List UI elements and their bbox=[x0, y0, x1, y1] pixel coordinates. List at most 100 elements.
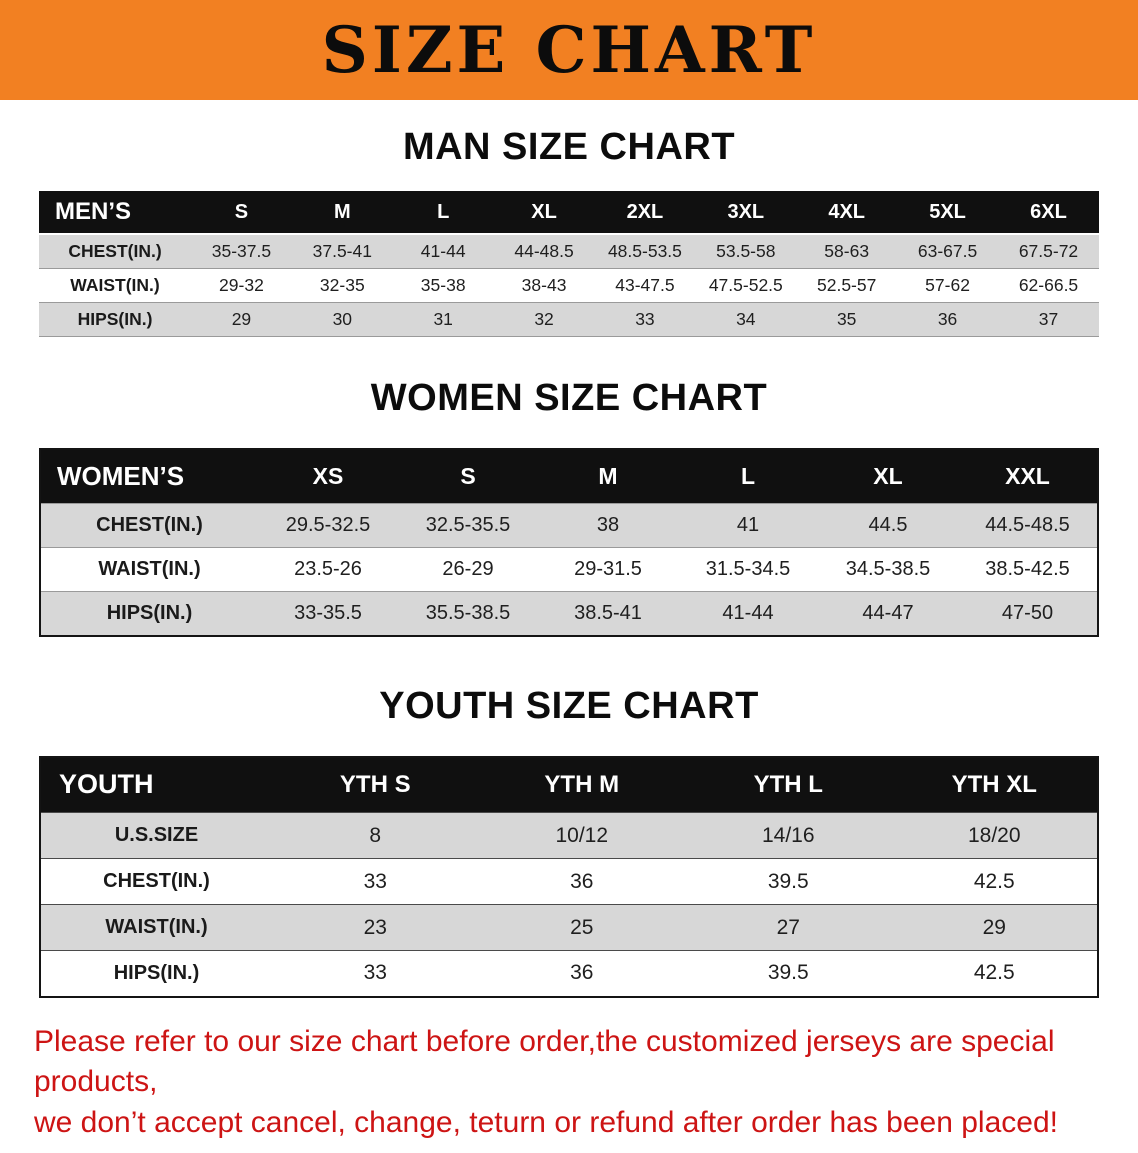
size-value-cell: 44-48.5 bbox=[494, 234, 595, 268]
size-value-cell: 41 bbox=[678, 504, 818, 548]
size-value-cell: 10/12 bbox=[479, 813, 686, 859]
size-value-cell: 42.5 bbox=[892, 859, 1099, 905]
size-column-header: YTH S bbox=[272, 757, 479, 813]
size-column-header: XL bbox=[494, 191, 595, 234]
size-value-cell: 58-63 bbox=[796, 234, 897, 268]
size-value-cell: 14/16 bbox=[685, 813, 892, 859]
size-column-header: 4XL bbox=[796, 191, 897, 234]
size-value-cell: 38.5-42.5 bbox=[958, 548, 1098, 592]
size-value-cell: 47-50 bbox=[958, 592, 1098, 636]
size-value-cell: 31 bbox=[393, 302, 494, 336]
size-value-cell: 32 bbox=[494, 302, 595, 336]
man-size-chart-title: MAN SIZE CHART bbox=[0, 126, 1138, 169]
size-value-cell: 36 bbox=[479, 859, 686, 905]
youth-size-chart-title: YOUTH SIZE CHART bbox=[0, 685, 1138, 728]
size-value-cell: 48.5-53.5 bbox=[595, 234, 696, 268]
row-label-cell: WAIST(IN.) bbox=[40, 905, 272, 951]
size-value-cell: 18/20 bbox=[892, 813, 1099, 859]
disclaimer-line-1: Please refer to our size chart before or… bbox=[34, 1022, 1114, 1103]
women-size-chart-title: WOMEN SIZE CHART bbox=[0, 377, 1138, 420]
table-title-cell: WOMEN’S bbox=[40, 449, 258, 504]
size-value-cell: 38 bbox=[538, 504, 678, 548]
size-value-cell: 33 bbox=[272, 951, 479, 997]
row-label-cell: WAIST(IN.) bbox=[40, 548, 258, 592]
row-label-cell: CHEST(IN.) bbox=[39, 234, 191, 268]
size-value-cell: 43-47.5 bbox=[595, 268, 696, 302]
size-value-cell: 23.5-26 bbox=[258, 548, 398, 592]
size-value-cell: 57-62 bbox=[897, 268, 998, 302]
size-value-cell: 35-38 bbox=[393, 268, 494, 302]
size-column-header: XS bbox=[258, 449, 398, 504]
size-value-cell: 63-67.5 bbox=[897, 234, 998, 268]
size-column-header: S bbox=[398, 449, 538, 504]
size-column-header: 6XL bbox=[998, 191, 1099, 234]
size-column-header: 5XL bbox=[897, 191, 998, 234]
disclaimer-line-2: we don’t accept cancel, change, teturn o… bbox=[34, 1103, 1114, 1144]
size-value-cell: 34 bbox=[695, 302, 796, 336]
size-value-cell: 29-32 bbox=[191, 268, 292, 302]
size-value-cell: 32.5-35.5 bbox=[398, 504, 538, 548]
size-value-cell: 8 bbox=[272, 813, 479, 859]
size-value-cell: 29 bbox=[892, 905, 1099, 951]
size-value-cell: 62-66.5 bbox=[998, 268, 1099, 302]
size-value-cell: 30 bbox=[292, 302, 393, 336]
size-value-cell: 44.5-48.5 bbox=[958, 504, 1098, 548]
size-value-cell: 44.5 bbox=[818, 504, 958, 548]
size-value-cell: 34.5-38.5 bbox=[818, 548, 958, 592]
size-value-cell: 47.5-52.5 bbox=[695, 268, 796, 302]
disclaimer-note: Please refer to our size chart before or… bbox=[0, 1022, 1138, 1153]
size-value-cell: 35.5-38.5 bbox=[398, 592, 538, 636]
size-column-header: YTH L bbox=[685, 757, 892, 813]
size-column-header: M bbox=[538, 449, 678, 504]
row-label-cell: HIPS(IN.) bbox=[40, 951, 272, 997]
row-label-cell: U.S.SIZE bbox=[40, 813, 272, 859]
size-value-cell: 39.5 bbox=[685, 859, 892, 905]
row-label-cell: HIPS(IN.) bbox=[39, 302, 191, 336]
size-value-cell: 41-44 bbox=[393, 234, 494, 268]
size-column-header: L bbox=[393, 191, 494, 234]
size-value-cell: 25 bbox=[479, 905, 686, 951]
size-value-cell: 36 bbox=[479, 951, 686, 997]
size-column-header: L bbox=[678, 449, 818, 504]
size-column-header: XL bbox=[818, 449, 958, 504]
size-value-cell: 26-29 bbox=[398, 548, 538, 592]
row-label-cell: CHEST(IN.) bbox=[40, 504, 258, 548]
size-value-cell: 37.5-41 bbox=[292, 234, 393, 268]
size-value-cell: 29.5-32.5 bbox=[258, 504, 398, 548]
size-value-cell: 31.5-34.5 bbox=[678, 548, 818, 592]
size-value-cell: 35-37.5 bbox=[191, 234, 292, 268]
size-value-cell: 38.5-41 bbox=[538, 592, 678, 636]
row-label-cell: HIPS(IN.) bbox=[40, 592, 258, 636]
size-value-cell: 33 bbox=[272, 859, 479, 905]
size-value-cell: 37 bbox=[998, 302, 1099, 336]
size-value-cell: 29-31.5 bbox=[538, 548, 678, 592]
size-value-cell: 32-35 bbox=[292, 268, 393, 302]
page-title: SIZE CHART bbox=[322, 13, 817, 88]
size-value-cell: 67.5-72 bbox=[998, 234, 1099, 268]
size-column-header: S bbox=[191, 191, 292, 234]
size-value-cell: 23 bbox=[272, 905, 479, 951]
size-value-cell: 39.5 bbox=[685, 951, 892, 997]
size-value-cell: 44-47 bbox=[818, 592, 958, 636]
size-column-header: XXL bbox=[958, 449, 1098, 504]
size-value-cell: 52.5-57 bbox=[796, 268, 897, 302]
row-label-cell: WAIST(IN.) bbox=[39, 268, 191, 302]
banner: SIZE CHART bbox=[0, 0, 1138, 100]
